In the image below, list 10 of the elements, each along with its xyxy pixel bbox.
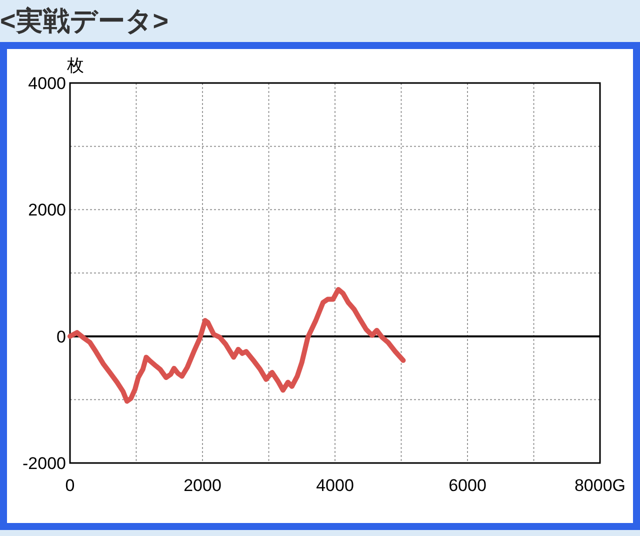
x-tick-label: 4000 <box>316 476 354 495</box>
y-tick-label: 0 <box>56 327 66 346</box>
y-tick-label: 2000 <box>28 200 66 220</box>
y-axis-title: 枚 <box>66 56 84 75</box>
x-tick-label: 8000G <box>574 476 626 495</box>
y-tick-label: 4000 <box>28 74 66 93</box>
x-tick-label: 2000 <box>184 476 222 495</box>
y-tick-label: -2000 <box>22 454 66 473</box>
x-tick-label: 6000 <box>448 476 486 495</box>
chart-title: <実戦データ> <box>0 6 169 36</box>
